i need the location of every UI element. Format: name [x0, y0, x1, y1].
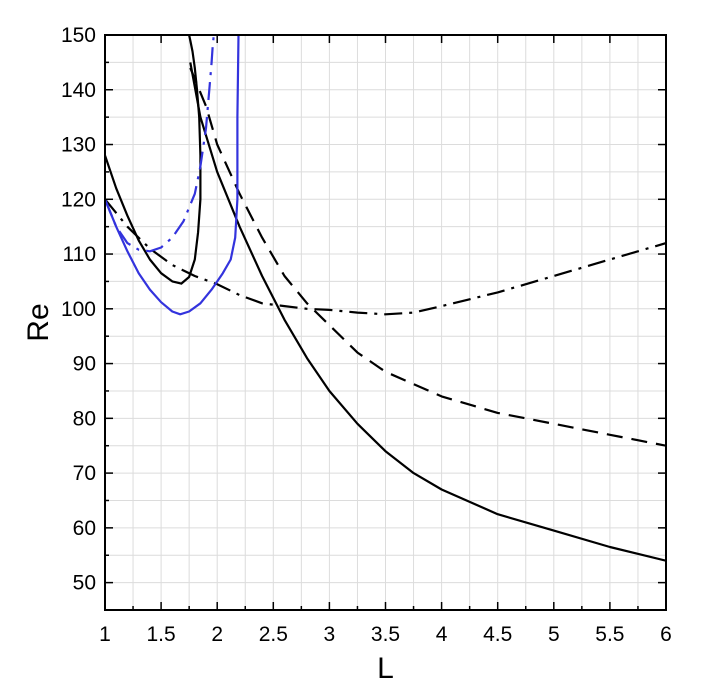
x-tick-label: 2.5	[259, 623, 288, 646]
grid	[104, 34, 667, 611]
series-line-3	[189, 67, 666, 447]
series-line-6	[105, 35, 215, 253]
y-tick-label: 140	[61, 79, 96, 102]
y-tick-label: 60	[73, 517, 96, 540]
y-tick-label: 100	[61, 298, 96, 321]
x-tick-label: 1.5	[146, 623, 175, 646]
x-axis-title: L	[377, 652, 394, 685]
series-line-2	[189, 62, 666, 562]
x-tick-label: 5	[548, 623, 560, 646]
y-tick-label: 130	[61, 134, 96, 157]
y-axis-title: Re	[22, 303, 55, 341]
y-tick-label: 120	[61, 188, 96, 211]
series-line-4	[105, 198, 666, 316]
ticks: 1 1.5 2 2.5 3 3.5 4 4.5 5 5.5 6 50 60 70 80 90 100 110 120…	[61, 24, 672, 646]
x-tick-label: 1	[99, 623, 111, 646]
series-line-5	[105, 35, 240, 316]
x-tick-label: 4.5	[483, 623, 512, 646]
y-tick-label: 80	[73, 407, 96, 430]
y-tick-label: 70	[73, 462, 96, 485]
x-tick-label: 2	[211, 623, 223, 646]
series-group	[105, 35, 666, 562]
y-tick-label: 50	[73, 572, 96, 595]
x-tick-label: 4	[436, 623, 448, 646]
series-line-1	[105, 35, 202, 285]
y-tick-label: 110	[63, 243, 96, 266]
x-tick-label: 3.5	[371, 623, 400, 646]
x-tick-label: 5.5	[595, 623, 624, 646]
y-tick-label: 90	[73, 353, 96, 376]
x-tick-label: 3	[324, 623, 336, 646]
x-tick-label: 6	[660, 623, 672, 646]
y-tick-label: 150	[61, 24, 96, 47]
